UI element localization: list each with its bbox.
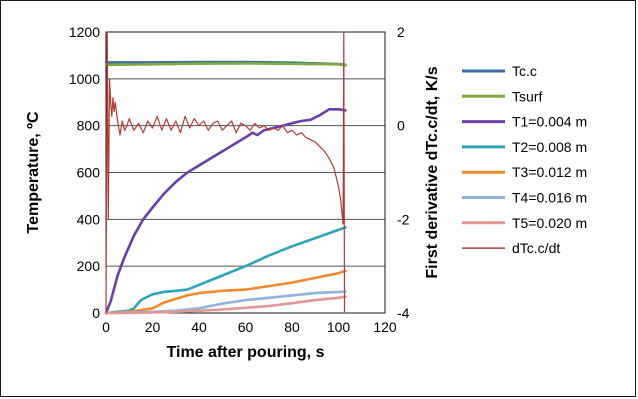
series-line-tsurf <box>104 62 347 67</box>
x-tick-label: 20 <box>145 319 161 335</box>
legend-label: T2=0.008 m <box>512 139 587 155</box>
legend-label: Tsurf <box>512 88 542 104</box>
legend-label: T3=0.012 m <box>512 164 587 180</box>
series-layer <box>104 31 347 315</box>
series-line-t2-0-008-m <box>104 226 347 315</box>
y2-tick-label: 0 <box>397 118 405 134</box>
x-axis-label: Time after pouring, s <box>167 344 325 361</box>
legend-label: T1=0.004 m <box>512 114 587 130</box>
y-tick-label: 1000 <box>69 71 100 87</box>
y-axis-label: Temperature, ºC <box>25 111 42 233</box>
y-tick-label: 800 <box>77 118 101 134</box>
x-tick-label: 40 <box>191 319 207 335</box>
series-line-t5-0-020-m <box>104 295 347 315</box>
y2-tick-label: 2 <box>397 24 405 40</box>
x-tick-label: 80 <box>284 319 300 335</box>
x-tick-label: 100 <box>327 319 351 335</box>
y-tick-label: 400 <box>77 211 101 227</box>
y-tick-label: 600 <box>77 165 101 181</box>
y2-tick-label: -2 <box>397 211 410 227</box>
legend-label: T5=0.020 m <box>512 215 587 231</box>
legend-label: Tc.c <box>512 63 537 79</box>
legend: Tc.c Tsurf T1=0.004 m T2=0.008 m T3=0.012 m T… <box>462 63 587 256</box>
y2-axis-label: First derivative dTc.c/dt, K/s <box>424 66 441 278</box>
x-tick-label: 60 <box>238 319 254 335</box>
series-line-t1-0-004-m <box>104 108 347 315</box>
series-line-t3-0-012-m <box>104 269 347 315</box>
y-tick-label: 200 <box>77 258 101 274</box>
legend-label: T4=0.016 m <box>512 190 587 206</box>
series-line-dtc-c-dt <box>105 31 346 314</box>
x-tick-label: 0 <box>102 319 110 335</box>
x-tick-label: 120 <box>373 319 397 335</box>
y2-tick-label: -4 <box>397 305 410 321</box>
y-tick-label: 1200 <box>69 24 100 40</box>
legend-label: dTc.c/dt <box>512 240 560 256</box>
y-tick-label: 0 <box>92 305 100 321</box>
